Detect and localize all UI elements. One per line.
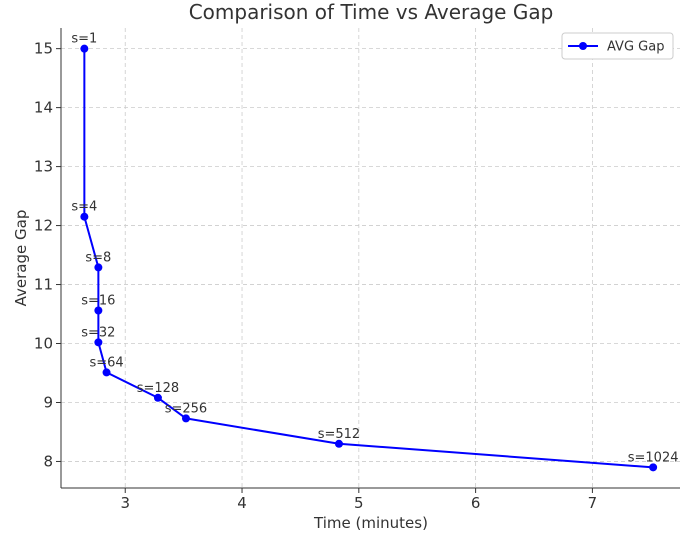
x-tick-label: 6 <box>471 494 481 512</box>
legend-entry-avg-gap: AVG Gap <box>607 40 664 55</box>
data-point <box>649 463 658 472</box>
data-point <box>80 212 89 221</box>
data-label: s=8 <box>85 250 111 265</box>
grid <box>61 28 680 488</box>
chart-title: Comparison of Time vs Average Gap <box>189 0 554 24</box>
data-label: s=64 <box>89 355 123 370</box>
y-tick-label: 14 <box>34 99 53 117</box>
data-point <box>80 44 89 53</box>
legend-marker-swatch <box>579 42 587 50</box>
series-line-avg-gap <box>83 48 654 469</box>
data-label: s=4 <box>71 200 97 215</box>
data-label: s=16 <box>81 293 115 308</box>
series-layer <box>80 44 658 472</box>
data-point <box>153 393 162 402</box>
data-point <box>94 306 103 315</box>
data-label: s=32 <box>81 325 115 340</box>
x-axis-label: Time (minutes) <box>313 514 428 532</box>
legend: AVG Gap <box>561 32 674 60</box>
data-point <box>334 439 343 448</box>
x-tick-label: 7 <box>588 494 598 512</box>
data-label: s=1024 <box>628 450 679 465</box>
data-label: s=128 <box>137 381 179 396</box>
y-tick-label: 15 <box>34 40 53 58</box>
y-tick-label: 12 <box>34 217 53 235</box>
y-tick-label: 10 <box>34 335 53 353</box>
data-label: s=1 <box>71 32 97 47</box>
x-tick-label: 4 <box>237 494 247 512</box>
x-tick-label: 3 <box>120 494 130 512</box>
axes: 3 4 5 6 7 8 9 10 11 12 13 14 15 <box>34 28 680 512</box>
data-point <box>102 368 111 377</box>
y-tick-label: 9 <box>43 393 53 411</box>
data-point <box>94 338 103 347</box>
x-tick-label: 5 <box>354 494 364 512</box>
y-tick-label: 8 <box>43 452 53 470</box>
y-axis-label: Average Gap <box>12 210 30 307</box>
data-point <box>181 414 190 423</box>
data-point <box>94 263 103 272</box>
point-labels: s=1 s=4 s=8 s=16 s=32 s=64 s=128 s=256 s=512 s=10… <box>71 32 678 466</box>
data-label: s=256 <box>165 401 207 416</box>
y-tick-label: 13 <box>34 158 53 176</box>
legend-box <box>561 32 674 60</box>
data-label: s=512 <box>318 427 360 442</box>
y-tick-label: 11 <box>34 276 53 294</box>
